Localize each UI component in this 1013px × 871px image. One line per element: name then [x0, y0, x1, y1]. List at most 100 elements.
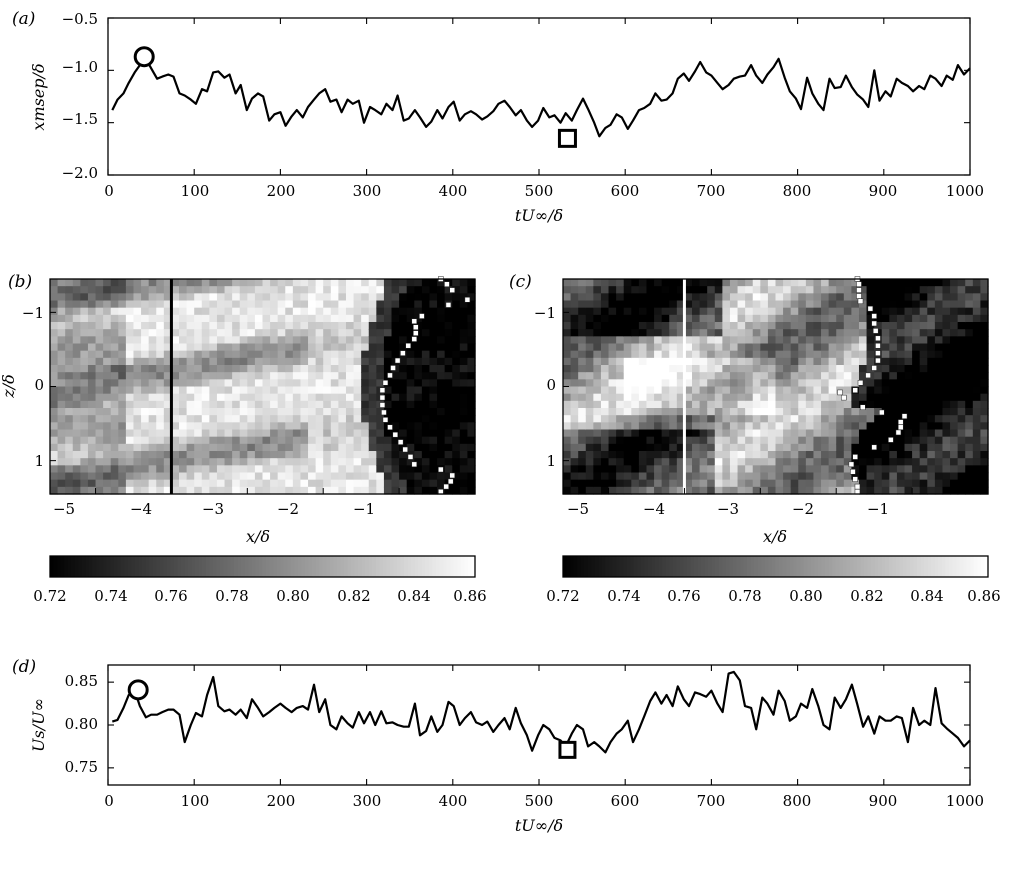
c-heat-cell [805, 372, 815, 380]
b-heat-cell [179, 451, 188, 459]
b-heat-cell [57, 443, 66, 452]
b-heat-cell [110, 314, 119, 323]
c-heat-cell [570, 314, 579, 323]
c-heat-cell [980, 379, 989, 388]
c-heat-cell [775, 451, 784, 459]
c-heat-cell [889, 415, 898, 423]
b-heat-cell [216, 365, 226, 373]
c-heat-cell [767, 300, 777, 309]
b-heat-cell [232, 415, 241, 423]
b-heat-cell [262, 343, 271, 352]
c-heat-cell [919, 429, 928, 438]
b-heat-cell [262, 322, 271, 330]
c-heat-cell [889, 479, 898, 488]
c-heat-cell [821, 400, 830, 409]
c-heat-cell [767, 357, 777, 366]
b-heat-cell [399, 372, 408, 380]
c-separation-point [871, 313, 877, 319]
b-heat-cell [459, 393, 469, 402]
panel-b-xtick-2: −3 [202, 500, 224, 518]
b-heat-cell [80, 386, 89, 395]
b-heat-cell [186, 314, 195, 323]
b-heat-cell [224, 372, 233, 380]
c-heat-cell [692, 372, 701, 380]
b-heat-cell [72, 300, 81, 309]
c-heat-cell [912, 443, 921, 452]
panel-a-ytick-3: −2.0 [62, 164, 98, 182]
c-heat-cell [950, 465, 959, 474]
b-heat-cell [323, 350, 332, 359]
c-heat-cell [676, 422, 686, 431]
c-heat-cell [957, 400, 966, 409]
b-heat-cell [80, 451, 89, 459]
b-heat-cell [125, 386, 135, 395]
b-colorbar-swatch [326, 556, 331, 577]
c-heat-cell [699, 386, 708, 395]
b-heat-cell [437, 458, 446, 466]
c-heat-cell [957, 329, 966, 337]
c-heat-cell [805, 279, 815, 287]
b-heat-cell [125, 415, 135, 423]
b-heat-cell [50, 357, 59, 366]
c-heat-cell [578, 322, 587, 330]
b-heat-cell [330, 279, 339, 287]
b-heat-cell [459, 293, 469, 302]
b-heat-cell [437, 443, 446, 452]
b-heat-cell [87, 393, 97, 402]
c-heat-cell [874, 451, 883, 459]
b-heat-cell [247, 357, 256, 366]
b-heat-cell [361, 479, 370, 488]
c-heat-cell [813, 286, 822, 294]
c-heat-cell [760, 293, 769, 302]
c-heat-cell [707, 472, 716, 481]
c-heat-cell [957, 429, 966, 438]
c-heat-cell [692, 314, 701, 323]
c-heat-cell [631, 322, 640, 330]
b-colorbar-swatch [457, 556, 462, 577]
c-heat-cell [980, 400, 989, 409]
c-heat-cell [692, 293, 701, 302]
c-separation-point [897, 419, 904, 425]
c-heat-cell [714, 400, 723, 409]
c-heat-cell [676, 379, 686, 388]
b-heat-cell [87, 422, 97, 431]
c-heat-cell [646, 465, 655, 474]
b-heat-cell [209, 314, 218, 323]
b-heat-cell [467, 357, 476, 366]
b-heat-cell [277, 408, 286, 416]
b-heat-cell [133, 322, 142, 330]
b-heat-cell [103, 279, 112, 287]
b-heat-cell [368, 293, 377, 302]
c-heat-cell [866, 443, 875, 452]
c-heat-cell [775, 329, 784, 337]
c-heat-cell [760, 443, 769, 452]
c-heat-cell [714, 300, 723, 309]
b-heat-cell [330, 400, 339, 409]
c-heat-cell [578, 443, 587, 452]
c-colorbar-swatch [771, 556, 777, 577]
c-separation-point [837, 389, 843, 396]
c-heat-cell [927, 343, 936, 352]
c-heat-cell [563, 400, 572, 409]
c-heat-cell [623, 451, 632, 459]
c-heat-cell [843, 386, 852, 395]
b-heat-cell [87, 436, 97, 445]
b-heat-cell [133, 400, 142, 409]
b-heat-cell [292, 286, 302, 294]
b-heat-cell [338, 451, 347, 459]
c-heat-cell [646, 322, 655, 330]
b-heat-cell [216, 486, 226, 495]
b-heat-cell [171, 393, 180, 402]
b-heat-cell [179, 279, 188, 287]
b-heat-cell [277, 322, 286, 330]
b-heat-cell [224, 400, 233, 409]
b-colorbar-swatch [297, 556, 303, 577]
c-heat-cell [912, 400, 921, 409]
b-heat-cell [103, 365, 112, 373]
b-heat-cell [254, 429, 264, 438]
c-heat-cell [600, 365, 610, 373]
panel-c-xtick-3: −2 [792, 500, 814, 518]
b-heat-cell [467, 400, 476, 409]
b-heat-cell [330, 472, 339, 481]
c-heat-cell [676, 286, 686, 294]
